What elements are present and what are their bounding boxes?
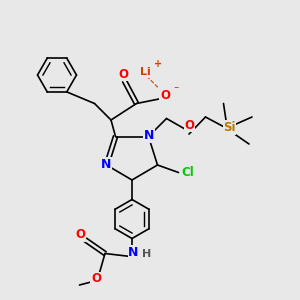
Text: O: O	[75, 228, 85, 241]
Text: N: N	[128, 245, 139, 259]
Text: O: O	[184, 118, 195, 132]
Text: O: O	[91, 272, 101, 286]
Text: H: H	[142, 249, 152, 260]
Text: Si: Si	[223, 121, 236, 134]
Text: N: N	[144, 129, 154, 142]
Text: N: N	[101, 158, 111, 171]
Text: +: +	[154, 58, 162, 69]
Text: Li: Li	[140, 67, 151, 77]
Text: Cl: Cl	[182, 166, 194, 179]
Text: ⁻: ⁻	[173, 85, 178, 96]
Text: O: O	[160, 89, 170, 102]
Text: O: O	[118, 68, 128, 81]
